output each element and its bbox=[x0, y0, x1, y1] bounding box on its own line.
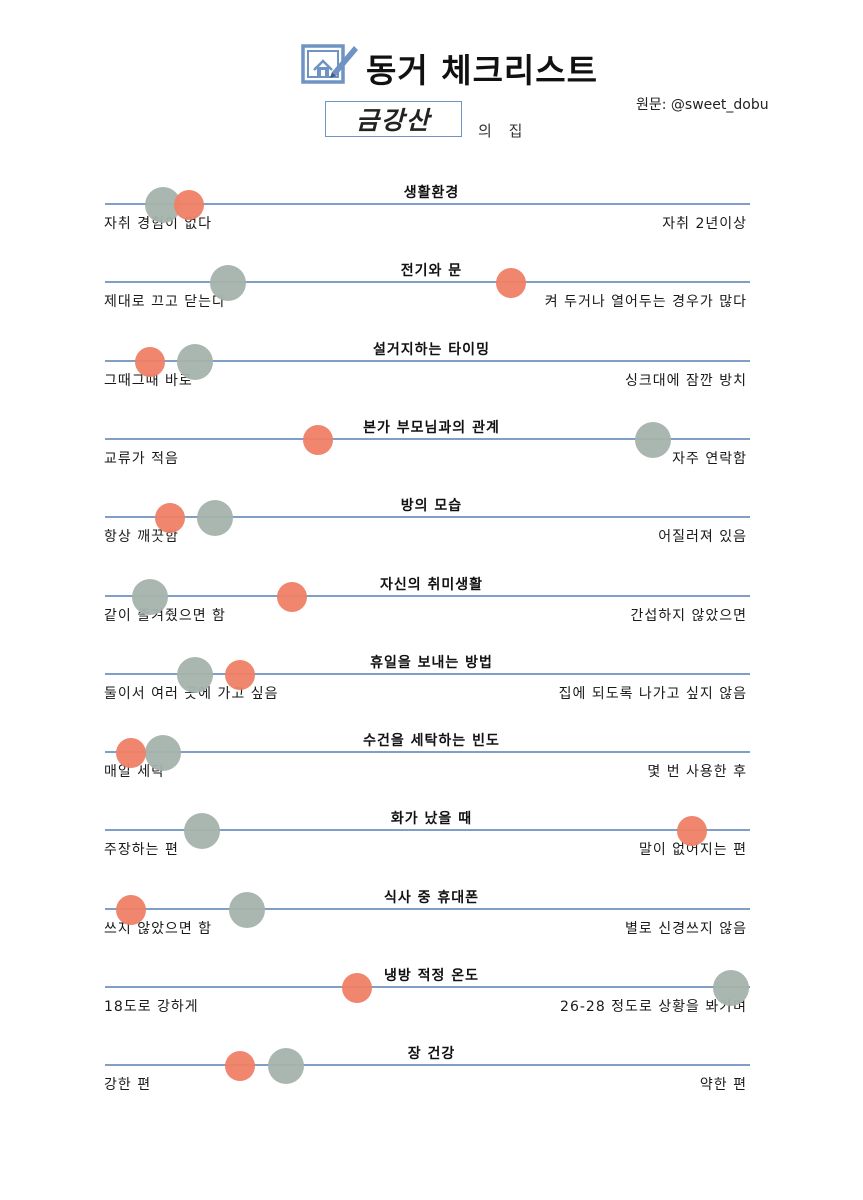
orange-marker bbox=[496, 268, 526, 298]
right-label: 어질러져 있음 bbox=[658, 529, 747, 545]
left-label: 매일 세탁 bbox=[104, 764, 165, 780]
right-label: 26-28 정도로 상황을 봐가며 bbox=[560, 999, 747, 1015]
gray-marker bbox=[268, 1048, 304, 1084]
right-label: 켜 두거나 열어두는 경우가 많다 bbox=[544, 294, 747, 310]
left-label: 같이 즐겨줬으면 함 bbox=[104, 608, 226, 624]
source-credit: 원문: @sweet_dobu bbox=[636, 97, 769, 113]
item-heading: 설거지하는 타이밍 bbox=[373, 342, 490, 358]
scale-line bbox=[105, 595, 750, 597]
gray-marker bbox=[177, 344, 213, 380]
name-box: 금강산 bbox=[325, 101, 462, 137]
left-label: 교류가 적음 bbox=[104, 451, 179, 467]
scale-line bbox=[105, 516, 750, 518]
gray-marker bbox=[229, 892, 265, 928]
orange-marker bbox=[135, 347, 165, 377]
item-heading: 자신의 취미생활 bbox=[379, 577, 484, 593]
gray-marker bbox=[145, 735, 181, 771]
right-label: 몇 번 사용한 후 bbox=[647, 764, 747, 780]
orange-marker bbox=[225, 1051, 255, 1081]
scale-line bbox=[105, 281, 750, 283]
orange-marker bbox=[174, 190, 204, 220]
left-label: 쓰지 않았으면 함 bbox=[104, 921, 213, 937]
item-heading: 식사 중 휴대폰 bbox=[383, 890, 480, 906]
right-label: 별로 신경쓰지 않음 bbox=[625, 921, 747, 937]
item-heading: 전기와 문 bbox=[400, 263, 463, 279]
left-label: 둘이서 여러 곳에 가고 싶음 bbox=[104, 686, 279, 702]
scale-line bbox=[105, 673, 750, 675]
orange-marker bbox=[677, 816, 707, 846]
scale-line bbox=[105, 1064, 750, 1066]
item-heading: 방의 모습 bbox=[400, 498, 463, 514]
left-label: 그때그때 바로 bbox=[104, 373, 193, 389]
right-label: 말이 없어지는 편 bbox=[638, 842, 747, 858]
right-label: 자주 연락함 bbox=[672, 451, 747, 467]
house-name: 금강산 bbox=[355, 106, 431, 135]
scale-line bbox=[105, 908, 750, 910]
left-label: 제대로 끄고 닫는다 bbox=[104, 294, 226, 310]
scale-line bbox=[105, 829, 750, 831]
checklist-item: 냉방 적정 온도 18도로 강하게 26-28 정도로 상황을 봐가며 bbox=[0, 965, 863, 1043]
item-heading: 본가 부모님과의 관계 bbox=[363, 420, 500, 436]
right-label: 집에 되도록 나가고 싶지 않음 bbox=[558, 686, 747, 702]
orange-marker bbox=[116, 738, 146, 768]
name-suffix: 의 집 bbox=[478, 122, 529, 140]
scale-line bbox=[105, 986, 750, 988]
left-label: 항상 깨끗함 bbox=[104, 529, 179, 545]
item-heading: 장 건강 bbox=[407, 1046, 456, 1062]
right-label: 자취 2년이상 bbox=[662, 216, 747, 232]
orange-marker bbox=[303, 425, 333, 455]
gray-marker bbox=[713, 970, 749, 1006]
orange-marker bbox=[155, 503, 185, 533]
house-blueprint-pencil-icon bbox=[301, 44, 358, 84]
right-label: 싱크대에 잠깐 방치 bbox=[625, 373, 747, 389]
orange-marker bbox=[342, 973, 372, 1003]
left-label: 주장하는 편 bbox=[104, 842, 179, 858]
orange-marker bbox=[277, 582, 307, 612]
gray-marker bbox=[132, 579, 168, 615]
gray-marker bbox=[635, 422, 671, 458]
item-heading: 수건을 세탁하는 빈도 bbox=[363, 733, 500, 749]
left-label: 18도로 강하게 bbox=[104, 999, 199, 1015]
right-label: 간섭하지 않았으면 bbox=[630, 608, 747, 624]
right-label: 약한 편 bbox=[699, 1077, 747, 1093]
gray-marker bbox=[210, 265, 246, 301]
scale-line bbox=[105, 360, 750, 362]
scale-line bbox=[105, 438, 750, 440]
gray-marker bbox=[177, 657, 213, 693]
orange-marker bbox=[225, 660, 255, 690]
item-heading: 냉방 적정 온도 bbox=[383, 968, 480, 984]
left-label: 강한 편 bbox=[104, 1077, 152, 1093]
left-label: 자취 경험이 없다 bbox=[104, 216, 213, 232]
header: 동거 체크리스트 원문: @sweet_dobu 금강산 의 집 bbox=[0, 0, 863, 160]
item-heading: 생활환경 bbox=[403, 185, 460, 201]
gray-marker bbox=[184, 813, 220, 849]
scale-line bbox=[105, 751, 750, 753]
gray-marker bbox=[197, 500, 233, 536]
item-heading: 화가 났을 때 bbox=[390, 811, 473, 827]
item-heading: 휴일을 보내는 방법 bbox=[370, 655, 493, 671]
page-title: 동거 체크리스트 bbox=[366, 51, 599, 90]
orange-marker bbox=[116, 895, 146, 925]
scale-line bbox=[105, 203, 750, 205]
